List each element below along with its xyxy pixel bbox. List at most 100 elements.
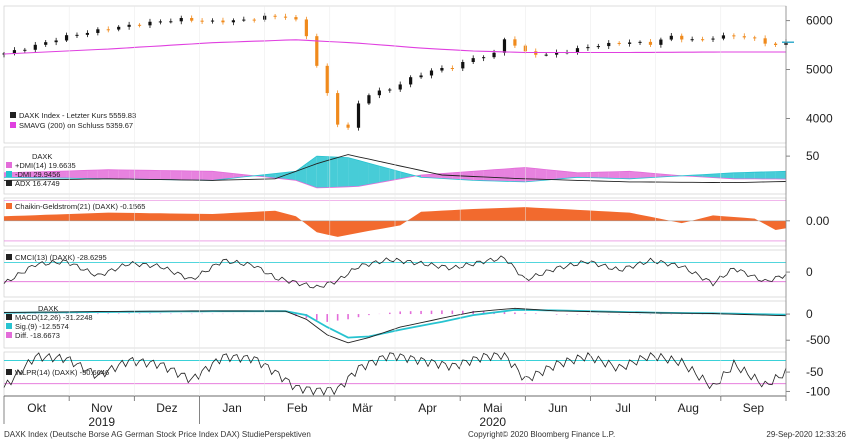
- price-candle-body: [773, 43, 778, 45]
- price-candle-body: [64, 35, 69, 41]
- dmi-title: DAXK: [32, 152, 52, 161]
- dmi-fill-segment: [702, 173, 714, 178]
- price-candle-body: [283, 16, 288, 18]
- price-candle-body: [388, 89, 392, 91]
- price-candle-body: [617, 42, 621, 44]
- dmi-fill-segment: [108, 169, 119, 179]
- dmi-fill-segment: [754, 171, 766, 179]
- dmi-fill-segment: [118, 169, 130, 180]
- dmi-fill-segment: [775, 171, 786, 180]
- dmi-fill-segment: [723, 172, 734, 179]
- x-month-label: Dez: [156, 401, 177, 415]
- price-candle-body: [450, 68, 454, 70]
- dmi-fill-segment: [525, 167, 536, 182]
- price-candle-body: [721, 35, 726, 39]
- price-candle-body: [210, 20, 215, 22]
- chaikin-legend-text: Chaikin-Geldstrom(21) (DAXK) -0.1565: [15, 202, 145, 211]
- price-candle-body: [700, 39, 705, 41]
- panel-wlpr: -50 -100 WLPR(14) (DAXK) -50.6646: [3, 351, 830, 398]
- dmi-fill-segment: [473, 170, 484, 181]
- price-candle-body: [409, 77, 413, 85]
- dmi-fill-segment: [149, 170, 161, 180]
- dmi-fill-segment: [587, 172, 599, 178]
- wlpr-ytick-label: -50: [806, 365, 824, 379]
- price-candle-body: [680, 35, 684, 40]
- dmi-fill-segment: [535, 168, 547, 181]
- dmi-fill-segment: [348, 157, 359, 187]
- footer-left: DAXK Index (Deutsche Borse AG German Sto…: [4, 430, 311, 439]
- price-candle-body: [231, 20, 235, 23]
- macd-title: DAXK: [38, 304, 58, 313]
- macd-legend-swatch: [6, 314, 12, 320]
- price-candle-body: [315, 36, 319, 66]
- x-month-label: Mär: [352, 401, 373, 415]
- dmi-fill-segment: [577, 172, 588, 178]
- price-candle-body: [544, 54, 548, 56]
- price-candle-body: [12, 50, 17, 54]
- dmi-fill-segment: [181, 170, 192, 181]
- macd-legend-swatch: [6, 323, 12, 329]
- dmi-fill-segment: [546, 169, 557, 181]
- price-candle-body: [638, 41, 642, 43]
- price-candle-body: [85, 32, 90, 35]
- dmi-legend-text: +DMI(14) 19.6635: [15, 161, 76, 170]
- price-candle-body: [96, 29, 100, 33]
- dmi-fill-segment: [202, 171, 213, 181]
- dmi-fill-segment: [191, 170, 203, 181]
- price-ytick-label: 4000: [806, 112, 833, 126]
- price-candle-body: [148, 21, 152, 26]
- price-candle-body: [440, 68, 444, 71]
- dmi-fill-segment: [327, 156, 338, 188]
- dmi-fill-segment: [170, 170, 182, 180]
- price-ytick-label: 5000: [806, 63, 833, 77]
- dmi-fill-segment: [337, 157, 349, 188]
- wlpr-legend-text: WLPR(14) (DAXK) -50.6646: [15, 368, 109, 377]
- dmi-fill-segment: [567, 171, 578, 179]
- cmci-legend-swatch: [6, 254, 12, 260]
- panel-cmci: 0 CMCI(13) (DAXK) -28.6295: [3, 249, 813, 298]
- dmi-fill-segment: [765, 171, 776, 180]
- price-candle-body: [106, 29, 110, 31]
- dmi-fill-segment: [139, 170, 150, 180]
- price-candle-body: [669, 35, 673, 40]
- wlpr-ytick-label: -100: [806, 384, 830, 398]
- dmi-fill-segment: [45, 171, 57, 179]
- x-month-label: Sep: [743, 401, 765, 415]
- dmi-fill-segment: [441, 172, 453, 180]
- price-candle-body: [273, 15, 277, 17]
- price-legend-text: SMAVG (200) on Schluss 5359.67: [19, 121, 133, 130]
- price-candle-body: [575, 48, 580, 53]
- price-candle-body: [44, 42, 48, 45]
- dmi-fill-segment: [514, 167, 526, 182]
- price-candle-body: [294, 17, 298, 20]
- macd-legend-text: Diff. -18.6673: [15, 331, 60, 340]
- dmi-fill-segment: [733, 172, 745, 179]
- footer-right: 29-Sep-2020 12:33:26: [766, 430, 846, 439]
- dmi-fill-segment: [66, 170, 77, 179]
- dmi-legend-swatch: [6, 180, 12, 186]
- price-candle-body: [221, 20, 225, 23]
- price-candle-body: [23, 49, 27, 51]
- dmi-fill-segment: [598, 171, 609, 179]
- chaikin-ytick-label: 0.00: [806, 214, 830, 228]
- cmci-ytick-label: 0: [806, 265, 813, 279]
- x-month-label: Feb: [287, 401, 308, 415]
- dmi-fill-segment: [24, 171, 36, 178]
- price-candle-body: [137, 24, 142, 26]
- price-candle-body: [742, 36, 746, 38]
- price-candle-body: [33, 44, 37, 50]
- price-candle-body: [492, 52, 496, 58]
- price-candle-body: [711, 38, 715, 40]
- price-candle-body: [200, 20, 204, 22]
- price-candle-body: [732, 35, 736, 37]
- dmi-legend-text: ADX 16.4749: [15, 179, 60, 188]
- price-legend-swatch: [10, 112, 16, 118]
- x-month-label: Okt: [27, 401, 46, 415]
- price-candle-body: [419, 75, 423, 78]
- price-candle-body: [367, 95, 371, 104]
- macd-legend-text: Sig.(9) -12.5574: [15, 322, 69, 331]
- price-candle-body: [325, 65, 329, 94]
- dmi-legend-swatch: [6, 171, 12, 177]
